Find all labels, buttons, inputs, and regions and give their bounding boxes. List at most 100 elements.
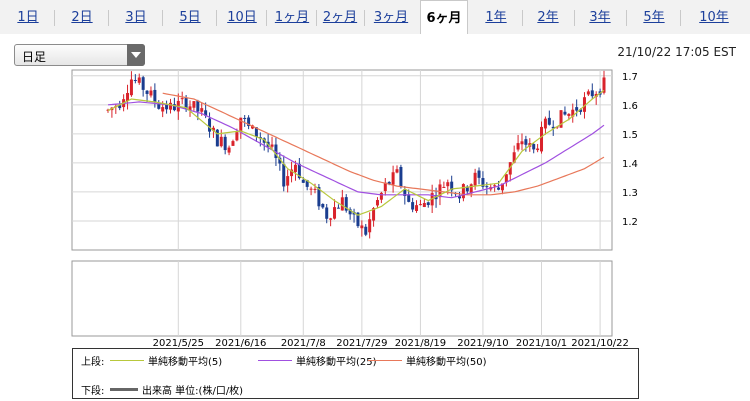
candle-body xyxy=(180,98,184,100)
candle-body xyxy=(426,202,430,206)
y-tick-label: 1.5 xyxy=(622,130,638,141)
candle-body xyxy=(543,118,547,129)
tab-13[interactable]: 10年 xyxy=(699,10,729,25)
candle-body xyxy=(438,184,442,198)
period-select-value: 日足 xyxy=(22,50,47,64)
candle-body xyxy=(126,92,130,102)
candle-body xyxy=(313,188,317,190)
legend-item-ma50: 単純移動平均(50) xyxy=(368,353,487,368)
legend-swatch-ma5 xyxy=(110,360,144,361)
candle-body xyxy=(293,164,297,173)
tab-separator xyxy=(216,10,217,26)
tab-10[interactable]: 2年 xyxy=(537,10,559,25)
candle-body xyxy=(282,163,286,187)
candle-body xyxy=(372,208,376,221)
candle-body xyxy=(286,176,290,186)
tab-separator xyxy=(574,10,575,26)
candle-body xyxy=(582,97,586,112)
candle-body xyxy=(391,172,395,185)
candle-body xyxy=(379,192,383,200)
legend-swatch-ma50 xyxy=(368,360,402,361)
candle-body xyxy=(399,166,403,187)
legend-upper-label: 上段: xyxy=(81,357,105,368)
candle-body xyxy=(274,144,278,159)
legend-item-volume: 出来高 単位:(株/口/枚) xyxy=(110,382,243,397)
candle-body xyxy=(192,101,196,108)
candle-body xyxy=(512,152,516,163)
period-tab-bar: 1日 2日 3日 5日 10日 1ヶ月 2ヶ月 3ヶ月 6ヶ月 1年 2年 3年 5年 10年 xyxy=(0,0,750,35)
legend-item-ma25: 単純移動平均(25) xyxy=(258,353,377,368)
candle-body xyxy=(516,143,520,150)
candle-body xyxy=(215,129,219,147)
tab-11[interactable]: 3年 xyxy=(589,10,611,25)
timestamp: 21/10/22 17:05 EST xyxy=(617,45,736,59)
candle-body xyxy=(211,127,215,131)
candle-body xyxy=(290,169,294,177)
tab-5[interactable]: 1ヶ月 xyxy=(274,10,310,25)
tab-1[interactable]: 2日 xyxy=(71,10,93,25)
candle-body xyxy=(204,110,208,116)
tab-4[interactable]: 10日 xyxy=(227,10,257,25)
legend-lower-label: 下段: xyxy=(81,386,105,397)
x-tick-label: 2021/7/29 xyxy=(336,338,387,349)
candle-body xyxy=(165,104,169,110)
candle-body xyxy=(141,77,145,90)
candle-body xyxy=(536,148,540,151)
candle-body xyxy=(524,139,528,145)
legend: 上段: 単純移動平均(5) 単純移動平均(25) 単純移動平均(50) 下段: … xyxy=(72,348,639,399)
candle-body xyxy=(473,172,477,186)
candle-body xyxy=(364,226,368,235)
candle-body xyxy=(508,162,512,175)
y-tick-label: 1.7 xyxy=(622,72,638,83)
candle-body xyxy=(579,109,583,112)
x-tick-label: 2021/7/8 xyxy=(281,338,326,349)
candle-body xyxy=(223,136,227,151)
tab-6[interactable]: 2ヶ月 xyxy=(322,10,358,25)
candle-body xyxy=(325,207,329,219)
tab-9[interactable]: 1年 xyxy=(485,10,507,25)
chevron-down-icon[interactable] xyxy=(127,44,145,66)
candle-body xyxy=(161,107,165,112)
candle-body xyxy=(219,136,223,147)
candle-body xyxy=(497,187,501,190)
candle-body xyxy=(309,188,313,190)
x-tick-label: 2021/9/10 xyxy=(457,338,508,349)
candle-body xyxy=(118,105,122,109)
candle-body xyxy=(493,185,497,187)
tab-separator xyxy=(108,10,109,26)
candle-body xyxy=(481,178,485,187)
candle-body xyxy=(477,170,481,178)
candle-body xyxy=(333,207,337,219)
candle-body xyxy=(411,202,415,210)
candle-body xyxy=(504,174,508,183)
tab-7[interactable]: 3ヶ月 xyxy=(373,10,409,25)
legend-text-ma5: 単純移動平均(5) xyxy=(148,357,223,368)
candle-body xyxy=(586,91,590,95)
candle-body xyxy=(317,187,321,207)
tab-3[interactable]: 5日 xyxy=(179,10,201,25)
tab-12[interactable]: 5年 xyxy=(643,10,665,25)
price-pane xyxy=(71,69,613,251)
tab-2[interactable]: 3日 xyxy=(125,10,147,25)
period-select[interactable]: 日足 xyxy=(14,44,145,66)
y-tick-label: 1.3 xyxy=(622,188,638,199)
volume-pane xyxy=(71,260,613,337)
candle-body xyxy=(188,106,192,111)
candle-body xyxy=(590,90,594,97)
tab-separator xyxy=(316,10,317,26)
ma25-line xyxy=(107,101,605,199)
candle-body xyxy=(344,197,348,211)
candle-body xyxy=(340,197,344,211)
candle-body xyxy=(297,163,301,179)
candle-body xyxy=(450,181,454,191)
candle-body xyxy=(442,186,446,188)
candle-body xyxy=(336,207,340,209)
candle-body xyxy=(305,180,309,187)
legend-swatch-volume xyxy=(110,388,138,391)
candle-body xyxy=(395,169,399,173)
x-tick-label: 2021/10/1 xyxy=(516,338,567,349)
tab-0[interactable]: 1日 xyxy=(17,10,39,25)
tab-8[interactable]: 6ヶ月 xyxy=(420,0,468,35)
tab-separator xyxy=(364,10,365,26)
